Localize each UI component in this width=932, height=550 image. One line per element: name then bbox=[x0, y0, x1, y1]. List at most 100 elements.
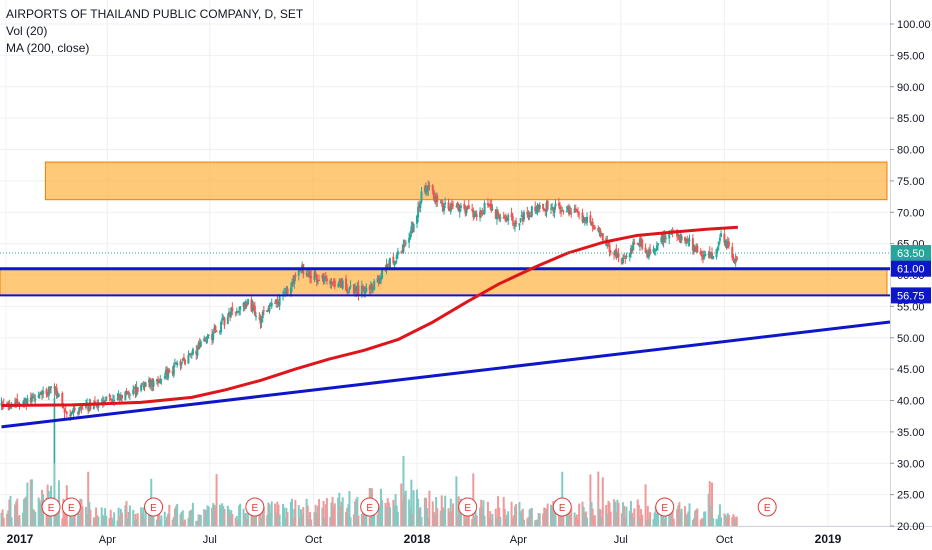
indicator-lines[interactable] bbox=[0, 225, 891, 429]
candle-body bbox=[324, 277, 327, 279]
volume-bar bbox=[419, 507, 422, 526]
candle-body bbox=[284, 291, 287, 294]
candle-body bbox=[735, 256, 738, 261]
volume-bar bbox=[480, 499, 483, 526]
candle-body bbox=[515, 221, 518, 225]
candle-body bbox=[136, 387, 139, 392]
earnings-marker[interactable]: E bbox=[144, 497, 164, 517]
volume-bar bbox=[491, 513, 494, 526]
earnings-marker[interactable]: E bbox=[360, 497, 380, 517]
earnings-circle bbox=[245, 497, 265, 517]
volume-bar bbox=[387, 502, 390, 526]
candle-body bbox=[607, 241, 610, 244]
earnings-marker[interactable]: E bbox=[655, 497, 675, 517]
volume-bar bbox=[490, 519, 493, 526]
volume-bar bbox=[10, 517, 13, 526]
candle-body bbox=[197, 343, 200, 350]
candle-body bbox=[640, 238, 643, 241]
volume-bar bbox=[664, 507, 667, 526]
candle-body bbox=[313, 272, 316, 281]
earnings-marker[interactable]: E bbox=[552, 497, 572, 517]
candle-body bbox=[363, 287, 366, 293]
candle-body bbox=[731, 246, 734, 258]
volume-bar bbox=[629, 501, 632, 526]
candle-body bbox=[537, 204, 540, 210]
candle-body bbox=[573, 208, 576, 213]
earnings-marker[interactable]: E bbox=[245, 497, 265, 517]
volume-bar bbox=[313, 512, 316, 526]
volume-bar bbox=[132, 509, 135, 526]
candle-body bbox=[199, 341, 202, 347]
volume-bar bbox=[489, 511, 492, 526]
candle-body bbox=[419, 203, 422, 209]
volume-bar bbox=[707, 493, 710, 526]
volume-bar bbox=[267, 502, 270, 526]
candle-body bbox=[124, 391, 127, 400]
candle-body bbox=[497, 211, 500, 216]
candle-body bbox=[566, 206, 569, 210]
candle-body bbox=[734, 258, 737, 263]
candle-body bbox=[190, 353, 193, 355]
candle-body bbox=[54, 388, 57, 390]
volume-bar bbox=[712, 518, 715, 526]
volume-bar bbox=[143, 518, 146, 526]
candle-body bbox=[231, 307, 234, 312]
volume-bar bbox=[261, 505, 264, 526]
earnings-marker[interactable]: E bbox=[757, 497, 777, 517]
volume-bar bbox=[569, 511, 572, 526]
candle-body bbox=[61, 393, 64, 404]
volume-bar bbox=[205, 510, 208, 526]
candle-body bbox=[24, 398, 27, 402]
candle-body bbox=[388, 258, 391, 268]
candle-body bbox=[616, 254, 619, 258]
candle-body bbox=[134, 388, 137, 395]
earnings-marker[interactable]: E bbox=[41, 497, 61, 517]
volume-bar bbox=[181, 510, 184, 526]
volume-bar bbox=[69, 513, 72, 526]
volume-bar bbox=[392, 499, 395, 526]
ma-200-line[interactable] bbox=[1, 225, 738, 407]
volume-bar bbox=[479, 507, 482, 526]
candle-body bbox=[69, 414, 72, 417]
candle-body bbox=[394, 261, 397, 264]
candle-body bbox=[361, 285, 364, 287]
trend-line[interactable] bbox=[1, 320, 891, 429]
volume-bar bbox=[417, 498, 420, 526]
candle-body bbox=[348, 287, 351, 291]
candle-body bbox=[118, 394, 121, 401]
zones[interactable] bbox=[0, 161, 888, 296]
earnings-marker[interactable]: E bbox=[61, 497, 81, 517]
volume-bar bbox=[187, 518, 190, 526]
candle-body bbox=[268, 306, 271, 312]
candle-body bbox=[495, 210, 498, 220]
volume-bar bbox=[638, 517, 641, 526]
volume-bar bbox=[504, 518, 507, 526]
volume-bar bbox=[694, 510, 697, 526]
support-zone[interactable] bbox=[0, 268, 888, 296]
candle-body bbox=[369, 284, 372, 289]
volume-bar bbox=[661, 509, 664, 526]
earnings-marker[interactable]: E bbox=[458, 497, 478, 517]
volume-bar bbox=[89, 509, 92, 526]
volume-bar bbox=[17, 516, 20, 526]
volume-bar bbox=[475, 515, 478, 526]
volume-bar bbox=[116, 520, 119, 526]
candle-body bbox=[554, 203, 557, 207]
volume-bar bbox=[222, 506, 225, 526]
candle-body bbox=[530, 206, 533, 217]
resistance-zone[interactable] bbox=[44, 161, 888, 201]
candle-body bbox=[482, 213, 485, 215]
volume-bar bbox=[519, 512, 522, 526]
candle-body bbox=[473, 215, 476, 217]
volume-bar bbox=[333, 503, 336, 526]
candle-body bbox=[693, 248, 696, 253]
volume-bar bbox=[577, 519, 580, 526]
volume-bar bbox=[687, 511, 690, 526]
candle-body bbox=[158, 381, 161, 384]
volume-bar bbox=[402, 456, 405, 526]
candle-body bbox=[412, 224, 415, 233]
candle-body bbox=[355, 286, 358, 292]
